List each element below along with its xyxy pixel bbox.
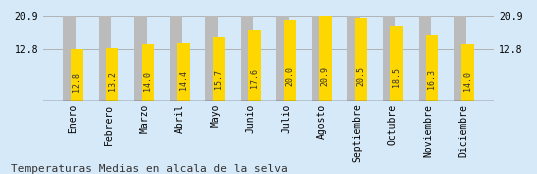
Bar [319, 16, 331, 101]
Bar [241, 16, 253, 101]
Text: 15.7: 15.7 [214, 69, 223, 89]
Text: 14.0: 14.0 [143, 71, 153, 91]
Bar [277, 16, 289, 101]
Bar [461, 44, 474, 101]
Text: 18.5: 18.5 [392, 68, 401, 88]
Bar [142, 44, 154, 101]
Bar [383, 16, 395, 101]
Text: 17.6: 17.6 [250, 68, 259, 88]
Text: 14.0: 14.0 [463, 71, 472, 91]
Bar [170, 16, 183, 101]
Text: 20.5: 20.5 [357, 66, 365, 86]
Text: 16.3: 16.3 [427, 69, 437, 89]
Bar [206, 16, 218, 101]
Bar [248, 30, 260, 101]
Text: 12.8: 12.8 [72, 72, 81, 92]
Bar [347, 16, 360, 101]
Bar [418, 16, 431, 101]
Bar [426, 35, 438, 101]
Bar [70, 49, 83, 101]
Text: 20.9: 20.9 [321, 66, 330, 86]
Bar [284, 20, 296, 101]
Text: 13.2: 13.2 [108, 71, 117, 91]
Text: 14.4: 14.4 [179, 70, 188, 90]
Bar [454, 16, 467, 101]
Text: 20.0: 20.0 [285, 66, 294, 86]
Text: Temperaturas Medias en alcala de la selva: Temperaturas Medias en alcala de la selv… [11, 164, 287, 174]
Bar [63, 16, 76, 101]
Bar [106, 48, 119, 101]
Bar [354, 18, 367, 101]
Bar [390, 26, 403, 101]
Bar [177, 43, 190, 101]
Bar [134, 16, 147, 101]
Bar [312, 16, 324, 101]
Bar [213, 37, 225, 101]
Bar [99, 16, 111, 101]
